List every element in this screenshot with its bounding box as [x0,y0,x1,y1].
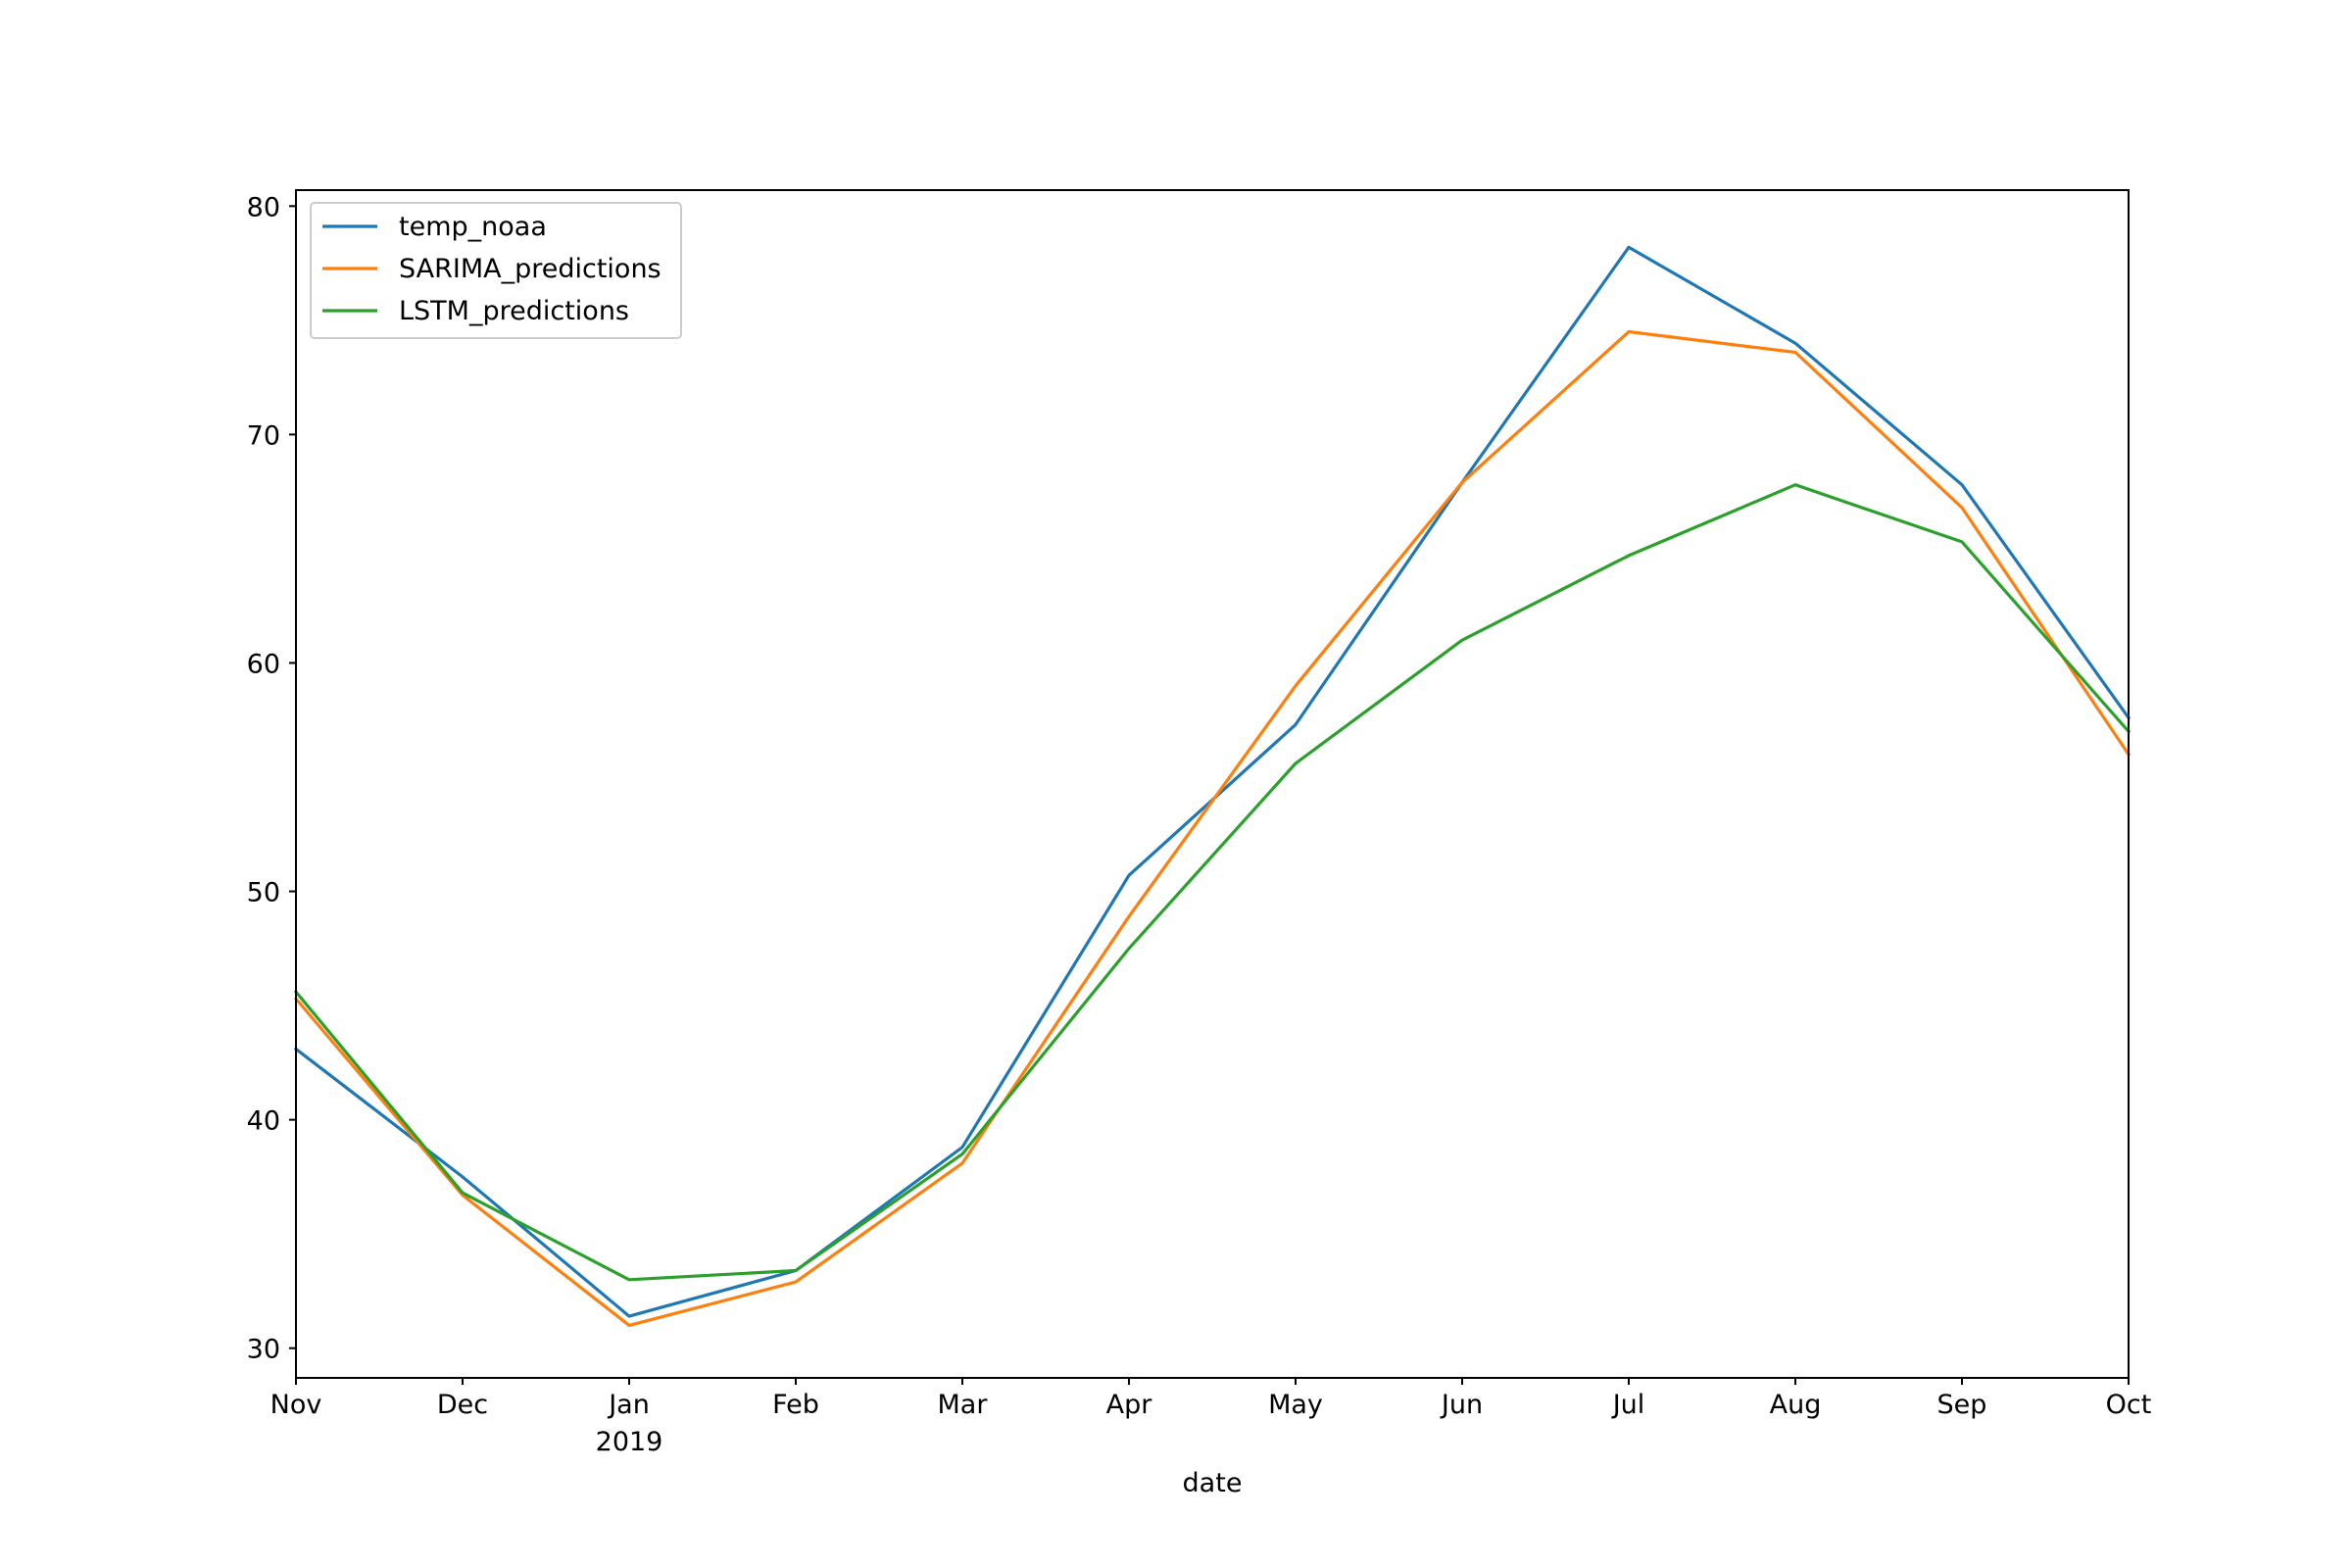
plot-frame [295,189,2130,1379]
y-tick-label: 40 [247,1106,280,1137]
legend-label: SARIMA_predictions [399,254,662,284]
plot-area [296,190,2129,1378]
x-axis-title: date [1183,1468,1243,1498]
x-tick-label: Jun [1440,1390,1483,1420]
series-line-lstm-predictions [293,483,2132,1282]
y-axis: 30 40 50 60 70 80 [247,192,296,1365]
y-tick-label: 30 [247,1335,280,1365]
x-tick-label: Jul [1611,1390,1645,1420]
x-tick-sublabel: 2019 [596,1427,663,1457]
x-tick-label: Apr [1106,1390,1153,1420]
y-tick-label: 70 [247,420,280,451]
series-layer [293,245,2132,1328]
x-axis: Nov Dec Jan 2019 Feb Mar Apr May Jun Jul Aug Sep Oct [270,1378,2152,1457]
x-tick-label: Jan [607,1390,650,1420]
x-tick-label: Nov [270,1390,322,1420]
y-tick-label: 50 [247,878,280,908]
legend: temp_noaa SARIMA_predictions LSTM_predicti… [310,202,682,339]
legend-label: LSTM_predictions [399,296,629,326]
series-line-sarima-predictions [293,329,2132,1328]
x-tick-label: Mar [938,1390,989,1420]
legend-label: temp_noaa [399,212,547,242]
x-tick-label: Dec [437,1390,488,1420]
x-tick-label: Oct [2106,1390,2152,1420]
x-tick-label: Sep [1937,1390,1987,1420]
x-tick-label: May [1268,1390,1323,1420]
y-tick-label: 60 [247,649,280,679]
y-tick-label: 80 [247,192,280,222]
x-tick-label: Feb [772,1390,819,1420]
x-tick-label: Aug [1770,1390,1822,1420]
legend-box [310,202,682,339]
